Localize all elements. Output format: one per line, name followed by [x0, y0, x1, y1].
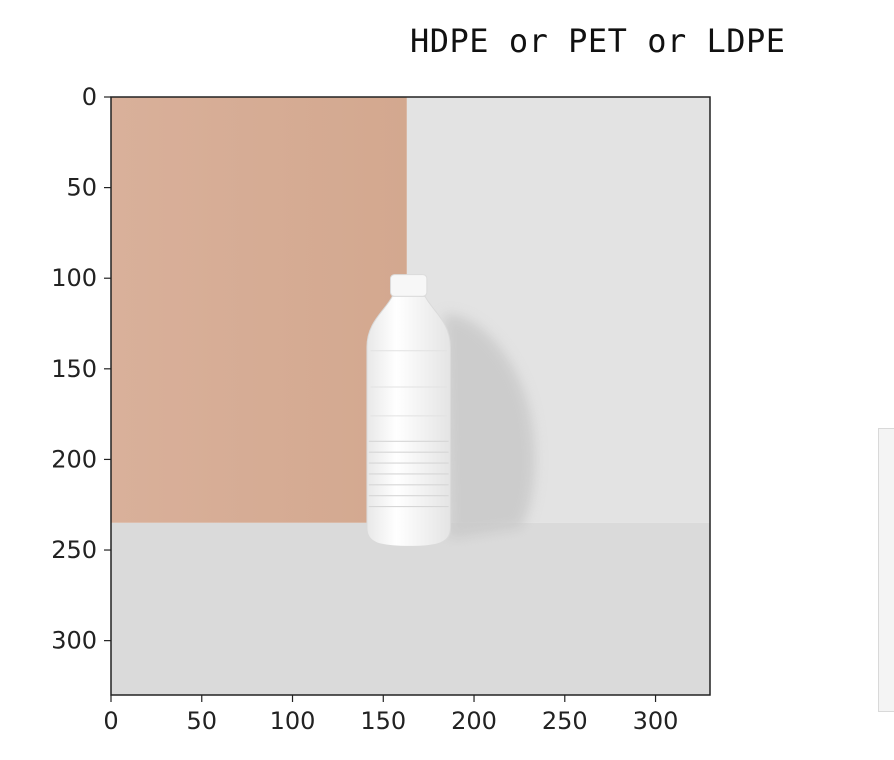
x-tick-label: 300 [633, 707, 679, 735]
side-panel [878, 428, 894, 712]
bottle-body [366, 295, 451, 547]
x-tick-label: 250 [542, 707, 588, 735]
y-tick-label: 250 [51, 536, 97, 564]
floor [111, 522, 710, 695]
y-tick-label: 100 [51, 264, 97, 292]
y-tick-label: 150 [51, 355, 97, 383]
image-content [111, 97, 710, 695]
x-tick-label: 100 [270, 707, 316, 735]
y-tick-label: 50 [66, 174, 97, 202]
x-tick-label: 0 [103, 707, 118, 735]
x-tick-label: 200 [451, 707, 497, 735]
x-tick-label: 50 [186, 707, 217, 735]
chart-title: HDPE or PET or LDPE [410, 22, 786, 60]
bottle-cap [390, 274, 428, 297]
axes: 0 50 100 150 200 250 300 0 50 100 150 200 250 300 [51, 83, 711, 735]
y-tick-label: 200 [51, 445, 97, 473]
x-tick-label: 150 [360, 707, 406, 735]
y-tick-label: 300 [51, 627, 97, 655]
y-tick-label: 0 [82, 83, 97, 111]
bottle-shadow [443, 314, 536, 540]
wall-left [111, 97, 407, 523]
axes-frame [110, 96, 711, 696]
